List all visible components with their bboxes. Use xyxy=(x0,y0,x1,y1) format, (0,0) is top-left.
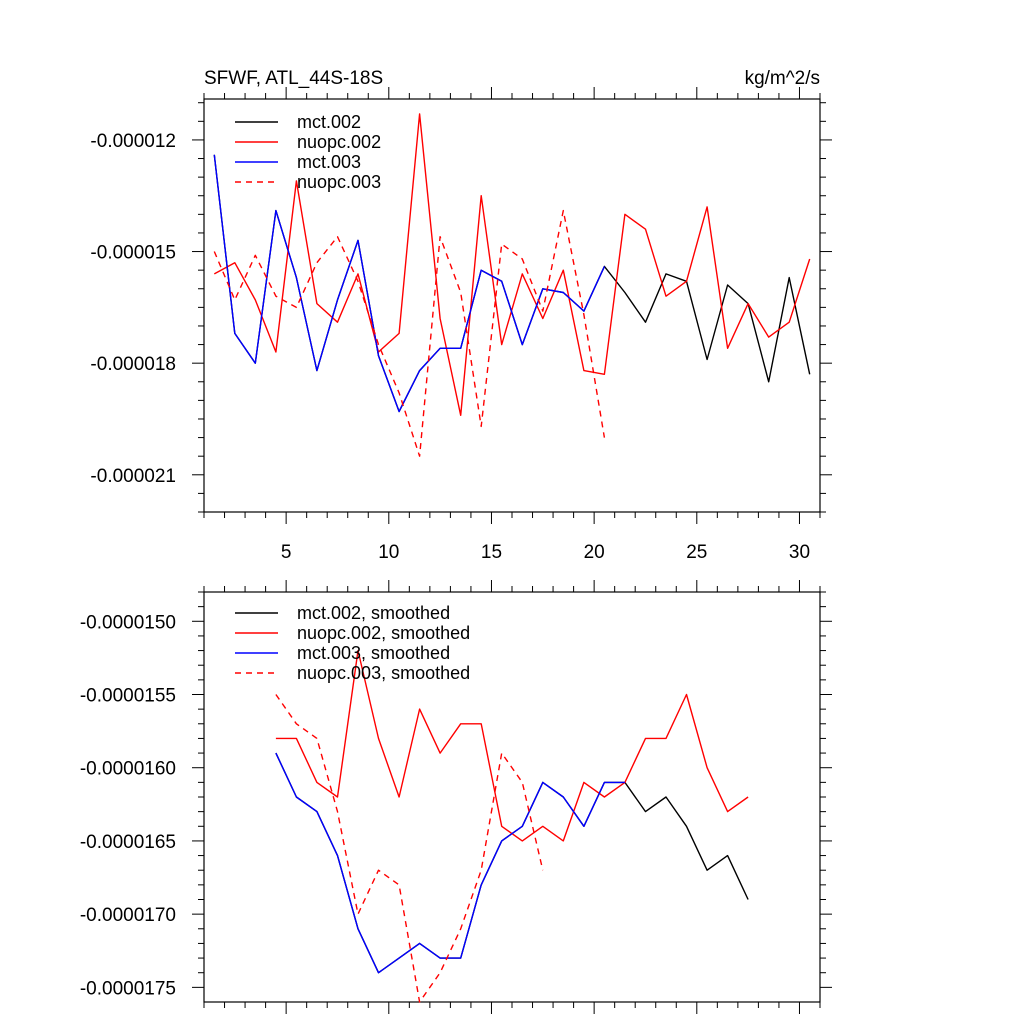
legend-label: mct.003, smoothed xyxy=(297,643,450,663)
bottom-panel: -0.0000150 -0.0000155 -0.0000160 -0.0000165… xyxy=(80,580,832,1014)
series-line-mct-003-smoothed xyxy=(275,752,625,974)
y-tick-label: -0.0000170 xyxy=(80,905,176,926)
legend-label: mct.003 xyxy=(297,152,361,172)
y-tick-label: -0.000018 xyxy=(90,354,176,375)
legend-label: mct.002, smoothed xyxy=(297,603,450,623)
y-tick-label: -0.0000175 xyxy=(80,978,176,999)
legend-label: nuopc.003, smoothed xyxy=(297,663,470,683)
x-tick-label: 10 xyxy=(378,542,399,563)
y-tick-label: -0.000012 xyxy=(90,131,176,152)
top-chart-title: SFWF, ATL_44S-18S xyxy=(204,68,383,89)
y-tick-label: -0.0000165 xyxy=(80,832,176,853)
series-line-mct-002-smoothed xyxy=(275,752,749,974)
x-tick-label: 20 xyxy=(584,542,605,563)
top-chart-units: kg/m^2/s xyxy=(745,68,820,89)
top-panel: SFWF, ATL_44S-18S kg/m^2/s 5 10 15 20 25 30 -0… xyxy=(90,68,832,563)
legend-label: nuopc.002, smoothed xyxy=(297,623,470,643)
series-line-nuopc-003 xyxy=(213,209,606,457)
y-tick-label: -0.000015 xyxy=(90,243,176,264)
x-tick-label: 25 xyxy=(686,542,707,563)
legend-label: mct.002 xyxy=(297,112,361,132)
x-tick-label: 5 xyxy=(281,542,292,563)
y-tick-label: -0.0000160 xyxy=(80,759,176,780)
x-tick-label: 15 xyxy=(481,542,502,563)
y-tick-label: -0.000021 xyxy=(90,466,176,487)
series-line-mct-002 xyxy=(213,154,811,413)
y-tick-label: -0.0000155 xyxy=(80,686,176,707)
legend-label: nuopc.002 xyxy=(297,132,381,152)
x-tick-label: 30 xyxy=(789,542,810,563)
series-line-nuopc-002 xyxy=(213,113,811,416)
series-line-mct-003 xyxy=(213,154,606,413)
y-tick-label: -0.0000150 xyxy=(80,612,176,633)
legend-label: nuopc.003 xyxy=(297,172,381,192)
series-line-nuopc-003-smoothed xyxy=(275,694,544,1003)
